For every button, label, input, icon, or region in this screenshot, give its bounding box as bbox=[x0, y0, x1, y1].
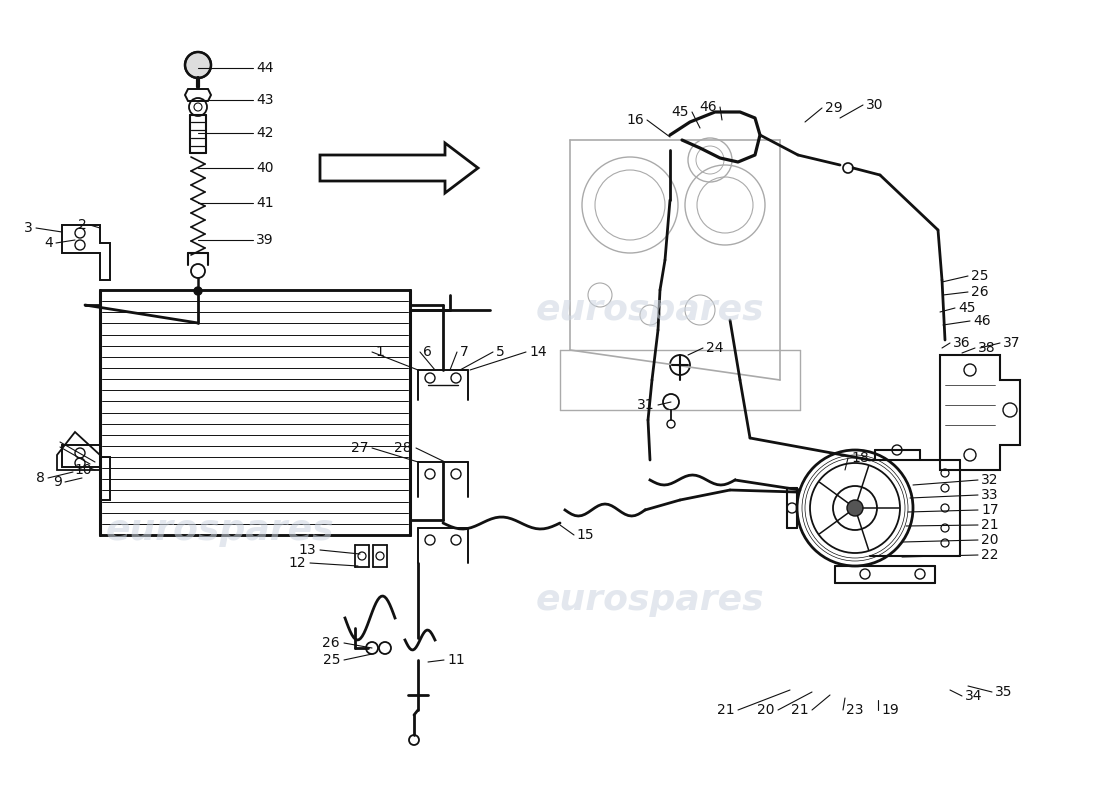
Text: 20: 20 bbox=[981, 533, 999, 547]
Text: 5: 5 bbox=[496, 345, 505, 359]
Text: 25: 25 bbox=[322, 653, 340, 667]
Text: 15: 15 bbox=[576, 528, 594, 542]
Text: 4: 4 bbox=[44, 236, 53, 250]
Text: 31: 31 bbox=[637, 398, 654, 412]
Text: 26: 26 bbox=[971, 285, 989, 299]
Text: 14: 14 bbox=[529, 345, 547, 359]
Text: eurospares: eurospares bbox=[536, 293, 764, 327]
Text: 8: 8 bbox=[36, 471, 45, 485]
Text: 26: 26 bbox=[322, 636, 340, 650]
Text: 34: 34 bbox=[965, 689, 982, 703]
Text: 20: 20 bbox=[758, 703, 776, 717]
Text: 18: 18 bbox=[851, 451, 869, 465]
Text: 36: 36 bbox=[953, 336, 970, 350]
Text: 11: 11 bbox=[447, 653, 464, 667]
Text: 41: 41 bbox=[256, 196, 274, 210]
Text: 2: 2 bbox=[78, 218, 87, 232]
Text: 21: 21 bbox=[791, 703, 808, 717]
Text: 10: 10 bbox=[75, 463, 92, 477]
Text: 44: 44 bbox=[256, 61, 274, 75]
Text: 9: 9 bbox=[53, 475, 62, 489]
Text: 35: 35 bbox=[996, 685, 1012, 699]
Text: 28: 28 bbox=[395, 441, 412, 455]
Text: 39: 39 bbox=[256, 233, 274, 247]
Text: 25: 25 bbox=[971, 269, 989, 283]
Circle shape bbox=[194, 287, 202, 295]
Text: 46: 46 bbox=[974, 314, 991, 328]
Text: 13: 13 bbox=[298, 543, 316, 557]
Text: 45: 45 bbox=[958, 301, 976, 315]
Text: 45: 45 bbox=[671, 105, 689, 119]
Circle shape bbox=[847, 500, 864, 516]
Text: 32: 32 bbox=[981, 473, 999, 487]
Text: 29: 29 bbox=[825, 101, 843, 115]
Text: 7: 7 bbox=[460, 345, 469, 359]
Text: 12: 12 bbox=[288, 556, 306, 570]
Text: 23: 23 bbox=[846, 703, 864, 717]
Text: 27: 27 bbox=[351, 441, 369, 455]
Text: 17: 17 bbox=[981, 503, 999, 517]
Text: 19: 19 bbox=[881, 703, 899, 717]
Circle shape bbox=[185, 52, 211, 78]
Text: eurospares: eurospares bbox=[536, 583, 764, 617]
Text: 3: 3 bbox=[24, 221, 33, 235]
Text: 22: 22 bbox=[981, 548, 999, 562]
Text: 46: 46 bbox=[700, 100, 717, 114]
Polygon shape bbox=[320, 143, 478, 193]
Text: 1: 1 bbox=[375, 345, 384, 359]
Text: 43: 43 bbox=[256, 93, 274, 107]
Bar bbox=[100, 290, 410, 535]
Text: 33: 33 bbox=[981, 488, 999, 502]
Text: eurospares: eurospares bbox=[106, 513, 334, 547]
Text: 30: 30 bbox=[866, 98, 883, 112]
Text: 21: 21 bbox=[981, 518, 999, 532]
Text: 6: 6 bbox=[424, 345, 432, 359]
Text: 21: 21 bbox=[717, 703, 735, 717]
Text: 16: 16 bbox=[626, 113, 644, 127]
Text: 40: 40 bbox=[256, 161, 274, 175]
Text: 24: 24 bbox=[706, 341, 724, 355]
Text: 37: 37 bbox=[1003, 336, 1021, 350]
Text: 42: 42 bbox=[256, 126, 274, 140]
Text: 38: 38 bbox=[978, 341, 996, 355]
